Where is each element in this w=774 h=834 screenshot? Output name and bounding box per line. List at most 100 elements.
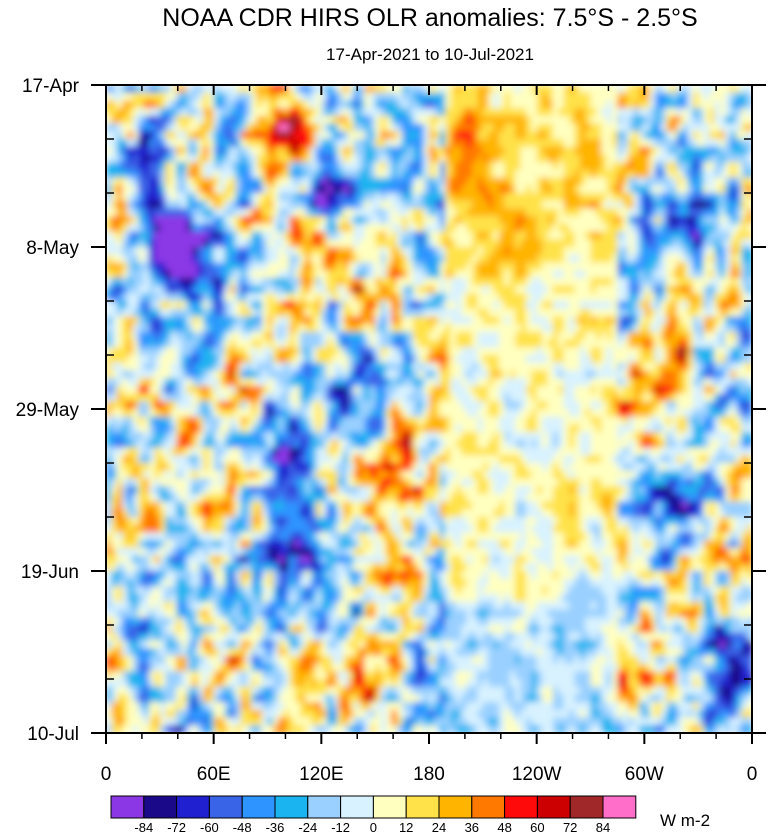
anomaly-cell xyxy=(208,131,215,140)
anomaly-cell xyxy=(461,169,468,179)
anomaly-cell xyxy=(515,254,522,264)
anomaly-cell xyxy=(423,393,430,402)
anomaly-cell xyxy=(385,223,392,233)
anomaly-cell xyxy=(106,177,112,186)
anomaly-cell xyxy=(111,223,118,233)
anomaly-cell xyxy=(224,385,231,395)
anomaly-cell xyxy=(181,277,188,287)
anomaly-cell xyxy=(595,100,602,109)
anomaly-cell xyxy=(170,277,177,287)
anomaly-cell xyxy=(251,293,258,302)
anomaly-cell xyxy=(229,162,236,171)
anomaly-cell xyxy=(407,285,414,294)
anomaly-cell xyxy=(283,154,290,163)
anomaly-cell xyxy=(122,162,129,171)
anomaly-cell xyxy=(380,362,387,372)
anomaly-cell xyxy=(407,355,414,364)
anomaly-cell xyxy=(245,316,252,325)
anomaly-cell xyxy=(649,362,656,372)
anomaly-cell xyxy=(660,185,667,194)
anomaly-cell xyxy=(649,254,656,264)
anomaly-cell xyxy=(665,216,672,225)
anomaly-cell xyxy=(660,270,667,279)
anomaly-cell xyxy=(714,270,721,279)
anomaly-cell xyxy=(224,185,231,194)
anomaly-cell xyxy=(132,355,139,364)
anomaly-cell xyxy=(520,262,527,271)
anomaly-cell xyxy=(262,239,269,248)
anomaly-cell xyxy=(342,208,349,217)
anomaly-cell xyxy=(369,293,376,302)
anomaly-cell xyxy=(402,324,409,333)
anomaly-cell xyxy=(628,100,635,109)
anomaly-cell xyxy=(197,200,204,210)
anomaly-cell xyxy=(315,200,322,210)
anomaly-cell xyxy=(714,331,721,341)
anomaly-cell xyxy=(353,270,360,279)
anomaly-cell xyxy=(525,393,532,402)
anomaly-cell xyxy=(498,362,505,372)
anomaly-cell xyxy=(638,162,645,171)
anomaly-cell xyxy=(154,262,161,271)
anomaly-cell xyxy=(202,193,209,202)
anomaly-cell xyxy=(283,316,290,325)
anomaly-cell xyxy=(676,277,683,287)
anomaly-cell xyxy=(412,208,419,217)
anomaly-cell xyxy=(585,200,592,210)
anomaly-cell xyxy=(455,370,462,379)
anomaly-cell xyxy=(520,193,527,202)
anomaly-cell xyxy=(531,308,538,318)
anomaly-cell xyxy=(558,347,565,356)
anomaly-cell xyxy=(245,115,252,125)
anomaly-cell xyxy=(515,339,522,348)
anomaly-cell xyxy=(450,208,457,217)
anomaly-cell xyxy=(412,370,419,379)
anomaly-cell xyxy=(509,231,516,240)
anomaly-cell xyxy=(698,169,705,179)
anomaly-cell xyxy=(208,208,215,217)
anomaly-cell xyxy=(558,200,565,210)
anomaly-cell xyxy=(310,131,317,140)
anomaly-cell xyxy=(165,270,172,279)
anomaly-cell xyxy=(197,339,204,348)
anomaly-cell xyxy=(612,162,619,171)
anomaly-cell xyxy=(143,169,150,179)
anomaly-cell xyxy=(509,347,516,356)
anomaly-cell xyxy=(746,231,752,240)
anomaly-cell xyxy=(149,316,156,325)
anomaly-cell xyxy=(321,115,328,125)
anomaly-cell xyxy=(175,131,182,140)
anomaly-cell xyxy=(235,239,242,248)
anomaly-cell xyxy=(353,301,360,310)
anomaly-cell xyxy=(186,277,193,287)
anomaly-cell xyxy=(746,177,752,186)
anomaly-cell xyxy=(649,200,656,210)
anomaly-cell xyxy=(536,239,543,248)
anomaly-cell xyxy=(294,362,301,372)
anomaly-cell xyxy=(111,393,118,402)
anomaly-cell xyxy=(305,115,312,125)
anomaly-cell xyxy=(676,239,683,248)
anomaly-cell xyxy=(730,331,737,341)
anomaly-cell xyxy=(283,200,290,210)
anomaly-cell xyxy=(402,177,409,186)
anomaly-cell xyxy=(472,270,479,279)
anomaly-cell xyxy=(612,339,619,348)
anomaly-cell xyxy=(380,331,387,341)
anomaly-cell xyxy=(612,223,619,233)
anomaly-cell xyxy=(337,216,344,225)
anomaly-cell xyxy=(272,115,279,125)
anomaly-cell xyxy=(547,231,554,240)
anomaly-cell xyxy=(520,139,527,148)
anomaly-cell xyxy=(315,223,322,233)
anomaly-cell xyxy=(595,301,602,310)
anomaly-cell xyxy=(299,100,306,109)
anomaly-cell xyxy=(256,247,263,256)
anomaly-cell xyxy=(342,378,349,387)
anomaly-cell xyxy=(423,223,430,233)
anomaly-cell xyxy=(321,169,328,179)
anomaly-cell xyxy=(563,331,570,341)
anomaly-cell xyxy=(445,115,452,125)
anomaly-cell xyxy=(579,331,586,341)
